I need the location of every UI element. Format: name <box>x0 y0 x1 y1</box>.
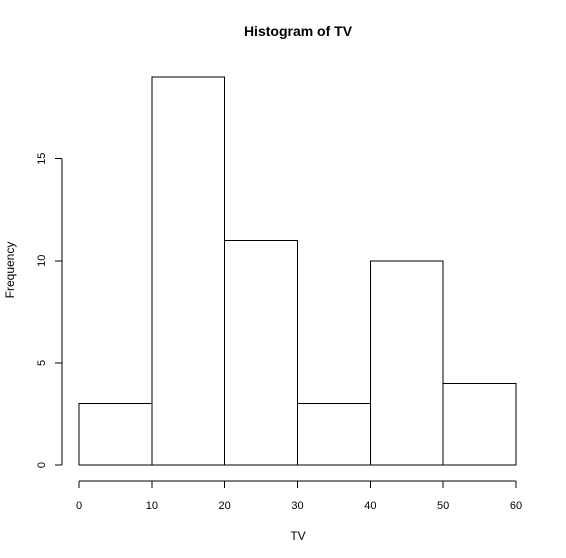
histogram-bar-0 <box>78 403 153 466</box>
y-tick-label-2: 10 <box>36 255 48 267</box>
histogram-bar-4 <box>369 260 444 466</box>
y-tick-label-0: 0 <box>36 462 48 468</box>
x-tick-label-0: 0 <box>76 500 82 512</box>
x-tick-label-5: 50 <box>437 500 449 512</box>
y-tick-label-3: 15 <box>36 153 48 165</box>
x-tick-label-3: 30 <box>291 500 303 512</box>
x-axis: 0 10 20 30 40 50 60 <box>76 480 522 512</box>
x-tick-label-1: 10 <box>146 500 158 512</box>
bars-group <box>78 76 517 466</box>
histogram-bar-1 <box>151 76 226 466</box>
histogram-bar-5 <box>442 382 517 466</box>
y-tick-label-1: 5 <box>36 360 48 366</box>
y-axis: 0 5 10 15 <box>36 153 63 468</box>
histogram-bar-2 <box>224 239 299 466</box>
y-axis-label: Frequency <box>3 242 17 299</box>
x-tick-label-2: 20 <box>219 500 231 512</box>
x-tick-label-6: 60 <box>510 500 522 512</box>
x-axis-label: TV <box>290 529 305 543</box>
histogram-bar-3 <box>297 403 371 466</box>
x-tick-label-4: 40 <box>364 500 376 512</box>
chart-title: Histogram of TV <box>244 23 353 39</box>
